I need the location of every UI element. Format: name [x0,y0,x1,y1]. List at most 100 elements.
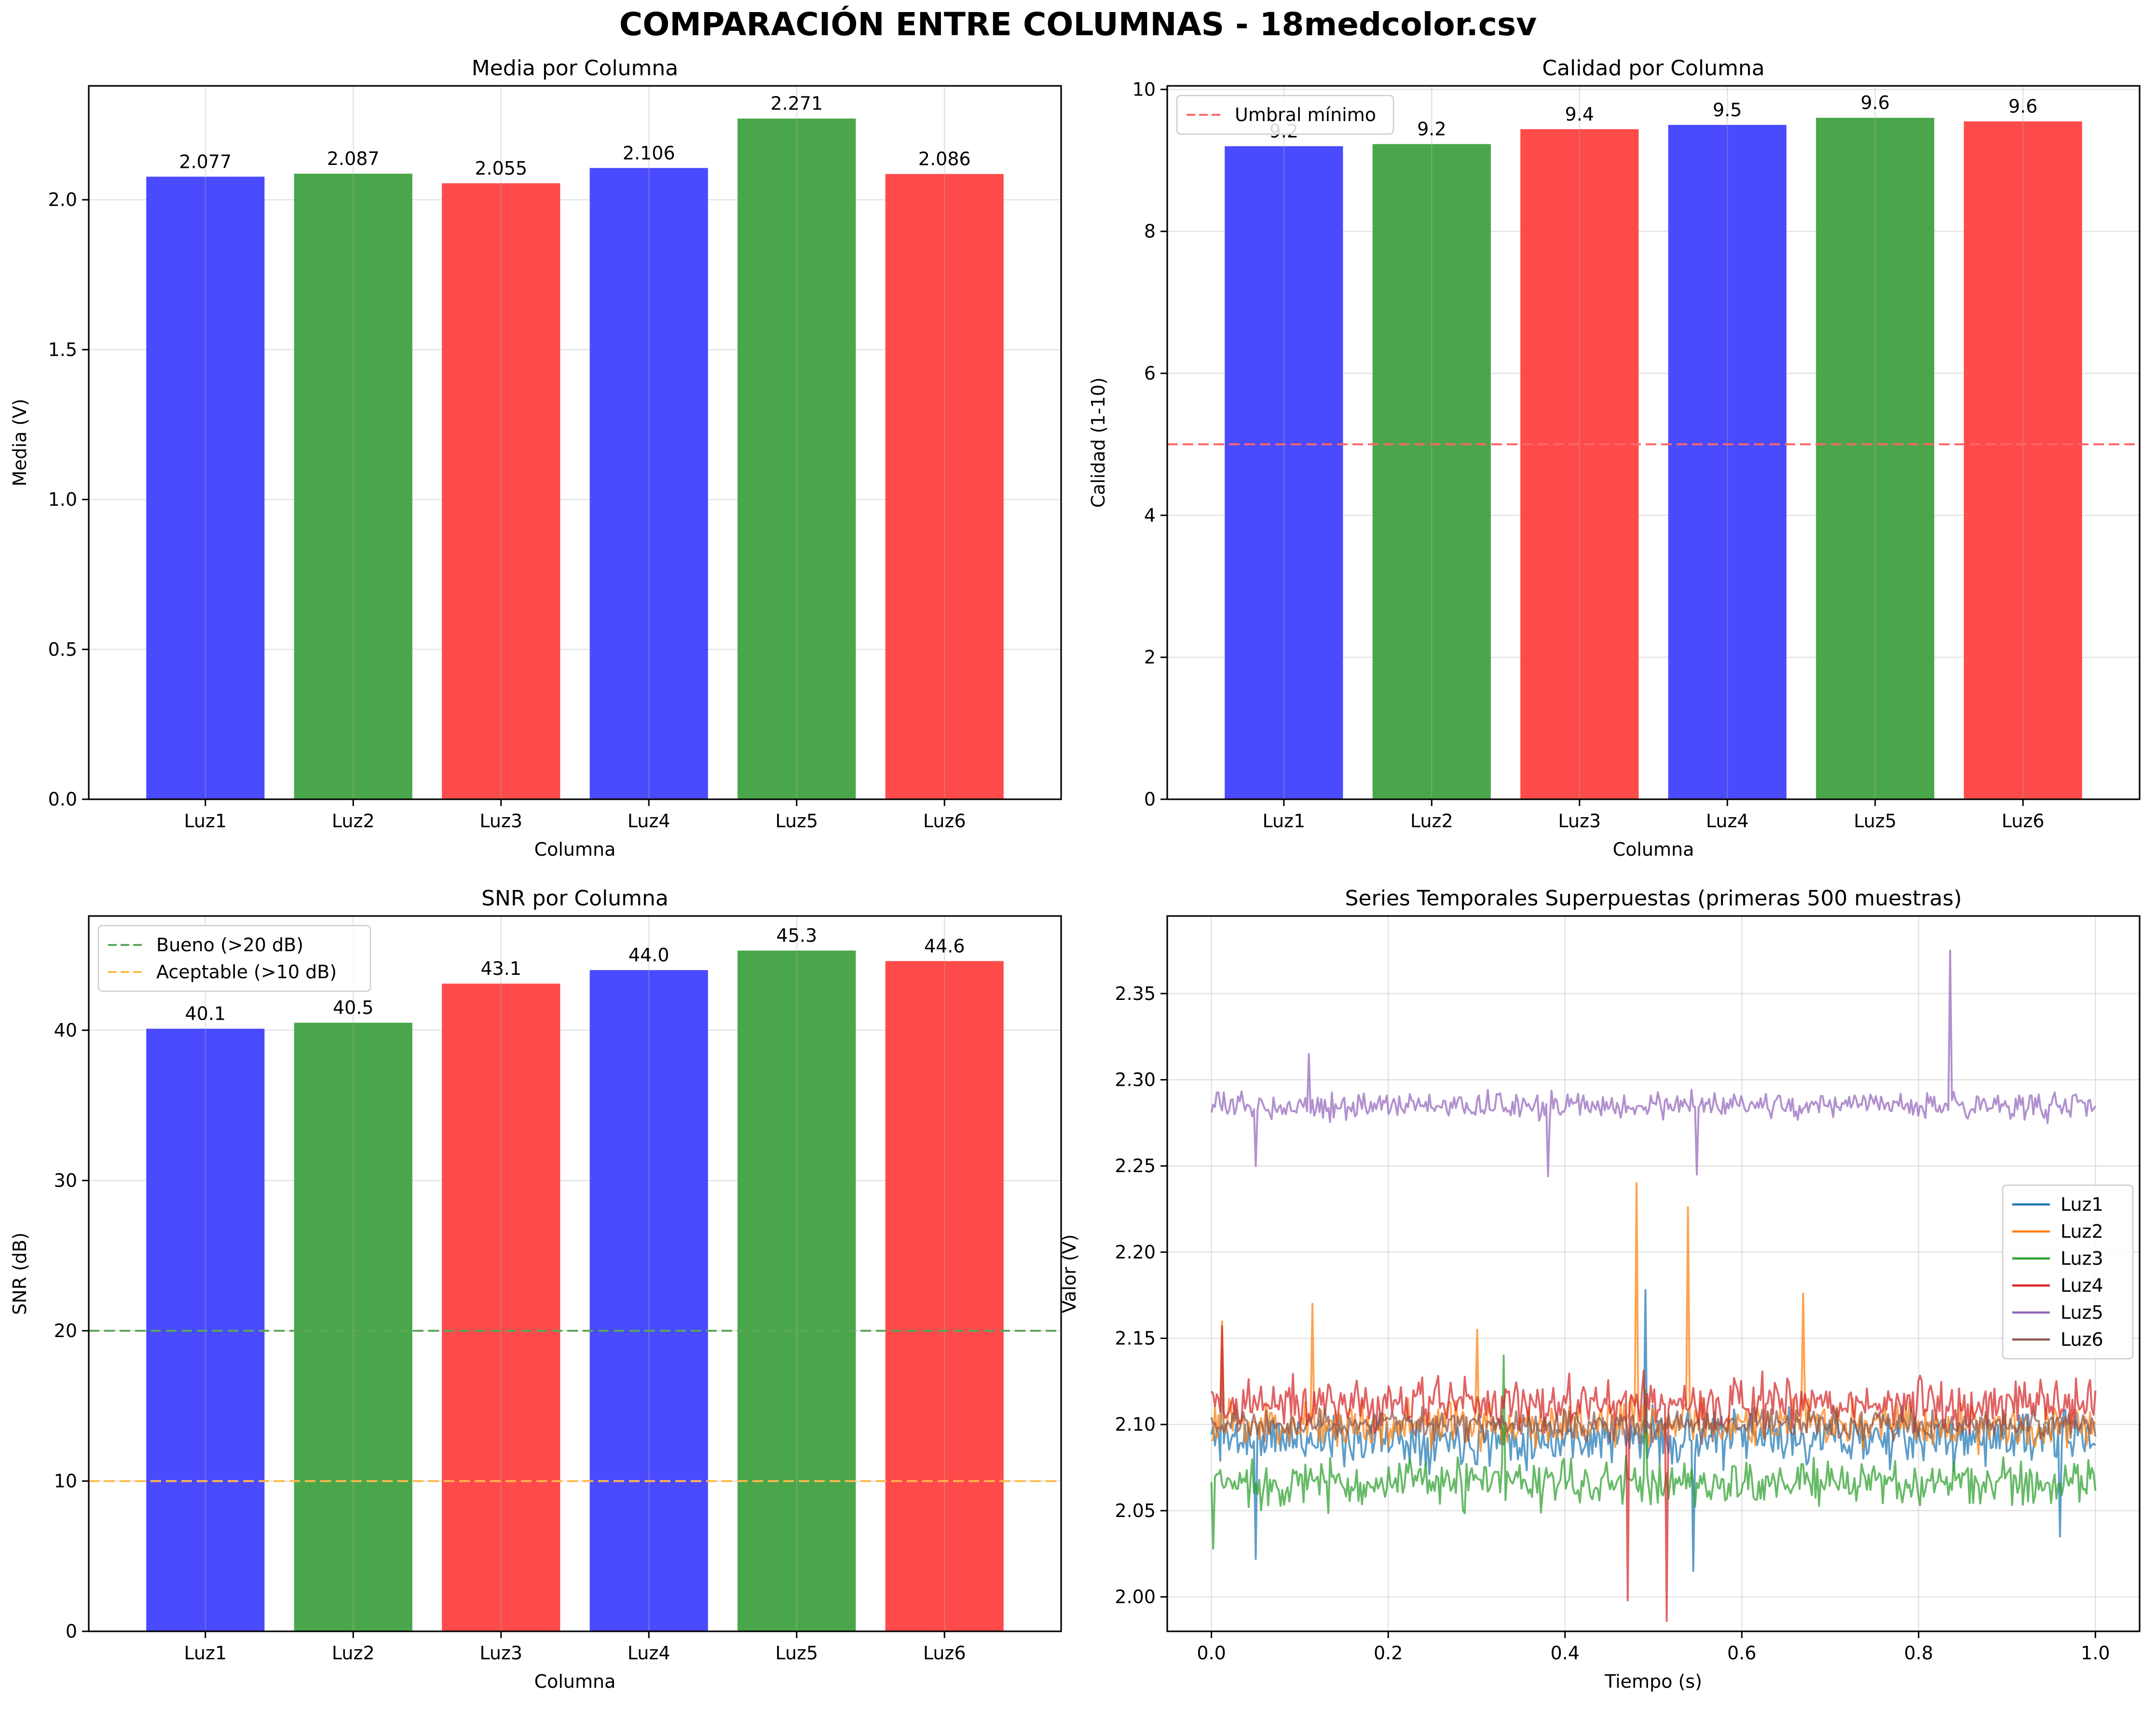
x-tick-label: 0.8 [1904,1642,1933,1664]
axes-frame [1166,85,2141,800]
x-tick-label: Luz5 [775,1642,818,1664]
data-label: 44.6 [924,935,965,957]
y-tick-label: 6 [1144,363,1156,384]
bar-luz3 [1520,129,1639,799]
y-tick-label: 10 [54,1470,77,1491]
x-tick-label: Luz5 [775,810,818,832]
bar-luz6 [885,174,1004,800]
bar-luz6 [1964,121,2082,800]
legend-label: Luz6 [2060,1329,2103,1350]
bar-luz2 [1372,144,1491,800]
y-tick-label: 0.0 [48,789,77,810]
legend-box [1176,95,1394,135]
x-tick-label: Luz6 [2002,810,2045,832]
axes-frame [88,915,1062,1632]
legend: Umbral mínimo [1176,95,1394,135]
x-tick-label: 0.4 [1551,1642,1580,1664]
x-axis-label: Columna [1613,839,1694,860]
legend-label: Umbral mínimo [1235,104,1376,125]
chart-2: 0246810Luz1Luz2Luz3Luz4Luz5Luz69.29.29.4… [1088,56,2141,860]
bar-luz5 [1816,118,1935,799]
legend-label: Luz1 [2060,1194,2103,1215]
data-label: 2.086 [918,149,971,170]
bar-luz4 [589,970,708,1631]
bar-luz1 [146,177,265,799]
data-label: 9.6 [2008,96,2037,117]
chart-title: Series Temporales Superpuestas (primeras… [1345,886,1962,911]
x-tick-label: Luz1 [1262,810,1305,832]
x-tick-label: Luz1 [184,810,227,832]
x-tick-label: 0.0 [1197,1642,1226,1664]
x-tick-label: Luz6 [923,1642,966,1664]
data-label: 2.087 [327,148,380,169]
bar-luz6 [885,961,1004,1631]
data-label: 44.0 [628,944,669,966]
x-tick-label: Luz5 [1854,810,1897,832]
series-line-luz5 [1210,949,2097,1177]
x-tick-label: Luz3 [1558,810,1601,832]
data-label: 2.106 [623,142,675,164]
bar-luz5 [737,118,856,799]
y-tick-label: 2.05 [1115,1500,1156,1521]
bar-luz1 [1225,146,1343,799]
data-label: 40.1 [185,1003,226,1025]
legend-label: Luz4 [2060,1275,2103,1296]
data-label: 43.1 [480,958,521,979]
x-tick-label: Luz4 [628,1642,670,1664]
y-tick-label: 0 [66,1621,77,1642]
series-line-luz6 [1210,1406,2097,1445]
legend-box [2002,1184,2134,1360]
chart-title: Media por Columna [472,56,679,81]
series-line-luz2 [1211,1182,2096,1456]
legend-label: Luz5 [2060,1302,2103,1323]
y-tick-label: 20 [54,1320,77,1341]
legend-label: Luz3 [2060,1248,2103,1269]
y-axis-label: SNR (dB) [9,1232,30,1315]
y-tick-label: 10 [1133,79,1156,100]
y-tick-label: 2.25 [1115,1155,1156,1176]
data-label: 40.5 [333,997,374,1018]
y-axis-label: Calidad (1-10) [1088,377,1109,507]
legend-label: Luz2 [2060,1221,2103,1242]
x-tick-label: Luz4 [628,810,670,832]
y-tick-label: 2.10 [1115,1414,1156,1435]
chart-3: 0 10 20 30 40 Luz1 Luz2 Luz3 Luz4 Luz5 Luz6 40.1 40.… [9,886,1062,1692]
series-line-luz1 [1210,1289,2096,1572]
y-tick-label: 2.00 [1115,1586,1156,1608]
x-tick-label: 1.0 [2081,1642,2110,1664]
y-tick-label: 1.5 [48,339,77,360]
x-tick-label: Luz6 [923,810,966,832]
x-tick-label: Luz2 [332,1642,375,1664]
axes-frame [88,85,1062,800]
data-label: 9.5 [1713,99,1742,121]
bar-luz4 [1668,124,1787,799]
data-label: 2.077 [179,151,232,172]
x-tick-label: Luz2 [1410,810,1453,832]
chart-title: SNR por Columna [481,886,669,911]
y-axis-label: Media (V) [9,399,30,487]
y-tick-label: 2.30 [1115,1069,1156,1090]
x-tick-label: Luz1 [184,1642,227,1664]
y-tick-label: 2 [1144,647,1156,668]
legend-label: Aceptable (>10 dB) [156,961,337,983]
bar-luz2 [294,1023,412,1631]
chart-title: Calidad por Columna [1542,56,1764,81]
bar-luz3 [442,984,560,1631]
y-tick-label: 2.20 [1115,1242,1156,1263]
y-tick-label: 0.5 [48,639,77,660]
legend: Luz1 Luz2 Luz3 Luz4 Luz5 Luz6 [2002,1184,2134,1360]
x-tick-label: Luz3 [479,1642,522,1664]
data-label: 9.6 [1860,92,1889,113]
y-tick-label: 2.35 [1115,983,1156,1004]
x-axis-label: Columna [534,1671,616,1692]
legend: Bueno (>20 dB) Aceptable (>10 dB) [97,925,371,992]
bar-luz2 [294,174,412,799]
data-label: 2.271 [770,93,823,114]
x-tick-label: Luz3 [479,810,522,832]
x-axis-label: Tiempo (s) [1604,1671,1702,1692]
chart-4: 2.00 2.05 2.10 2.15 2.20 2.25 2.30 2.35 0.0 0.2 0.… [1059,886,2141,1692]
y-tick-label: 0 [1144,789,1156,810]
y-axis-label: Valor (V) [1059,1234,1080,1313]
x-tick-label: Luz4 [1706,810,1749,832]
bar-luz5 [737,950,856,1631]
